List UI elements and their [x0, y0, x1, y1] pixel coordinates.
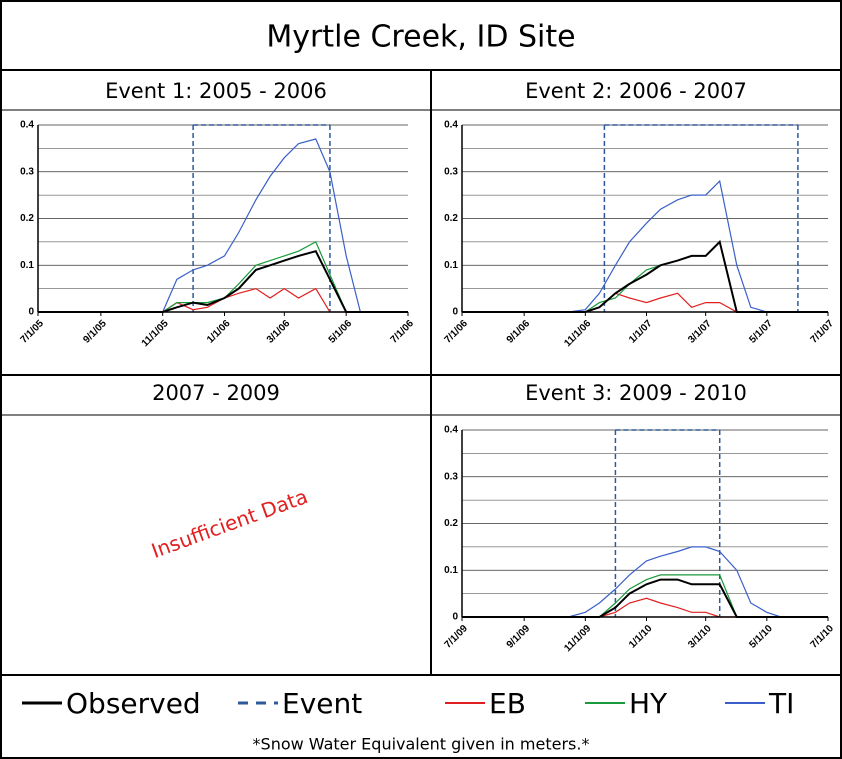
x-tick-label: 5/1/10 [747, 623, 775, 651]
legend-label: HY [629, 687, 668, 720]
annotation: Insufficient Data [148, 484, 311, 563]
x-tick-label: 7/1/10 [809, 623, 837, 651]
series-line [462, 292, 828, 313]
y-tick-label: 0.1 [20, 260, 34, 271]
x-tick-label: 9/1/05 [81, 318, 109, 346]
legend-label: TI [768, 687, 794, 720]
x-tick-label: 11/1/06 [562, 318, 593, 349]
x-tick-label: 7/1/07 [809, 318, 837, 346]
series-line [462, 239, 828, 313]
y-tick-label: 0.3 [444, 471, 458, 482]
x-tick-label: 11/1/09 [562, 623, 593, 654]
y-tick-label: 0.3 [444, 166, 458, 177]
x-tick-label: 1/1/07 [627, 318, 655, 346]
x-tick-label: 3/1/06 [265, 318, 293, 346]
series-line [462, 179, 828, 313]
y-tick-label: 0.2 [444, 213, 458, 224]
y-tick-label: 0.1 [444, 565, 458, 576]
y-tick-label: 0.4 [20, 120, 34, 131]
chart-title: Event 3: 2009 - 2010 [525, 381, 747, 405]
panel-title: 2007 - 2009 [152, 381, 280, 405]
y-tick-label: 0.2 [444, 518, 458, 529]
x-tick-label: 1/1/06 [205, 318, 233, 346]
y-tick-label: 0 [452, 307, 458, 318]
page-title: Myrtle Creek, ID Site [266, 20, 575, 55]
series-line [38, 138, 408, 313]
x-tick-label: 9/1/06 [505, 318, 533, 346]
x-tick-label: 7/1/06 [443, 318, 471, 346]
x-tick-label: 7/1/06 [389, 318, 417, 346]
x-tick-label: 5/1/06 [327, 318, 355, 346]
chart-title: Event 1: 2005 - 2006 [105, 79, 327, 103]
y-tick-label: 0 [28, 307, 34, 318]
legend-label: EB [489, 687, 526, 720]
series-line [462, 240, 828, 313]
y-tick-label: 0 [452, 612, 458, 623]
x-tick-label: 11/1/05 [140, 318, 171, 349]
y-tick-label: 0.4 [444, 425, 458, 436]
series-line [462, 546, 828, 618]
y-tick-label: 0.3 [20, 166, 34, 177]
y-tick-label: 0.2 [20, 213, 34, 224]
series-line [38, 241, 408, 313]
series-line [462, 574, 828, 618]
legend-label: Event [282, 687, 362, 720]
series-line [38, 287, 408, 313]
y-tick-label: 0.4 [444, 120, 458, 131]
x-tick-label: 3/1/07 [686, 318, 714, 346]
y-tick-label: 0.1 [444, 260, 458, 271]
x-tick-label: 5/1/07 [747, 318, 775, 346]
x-tick-label: 1/1/10 [627, 623, 655, 651]
footnote: *Snow Water Equivalent given in meters.* [253, 735, 590, 754]
x-tick-label: 3/1/10 [686, 623, 714, 651]
x-tick-label: 9/1/09 [505, 623, 533, 651]
legend-label: Observed [66, 687, 201, 720]
chart-title: Event 2: 2006 - 2007 [525, 79, 747, 103]
x-tick-label: 7/1/05 [19, 318, 47, 346]
x-tick-label: 7/1/09 [443, 623, 471, 651]
